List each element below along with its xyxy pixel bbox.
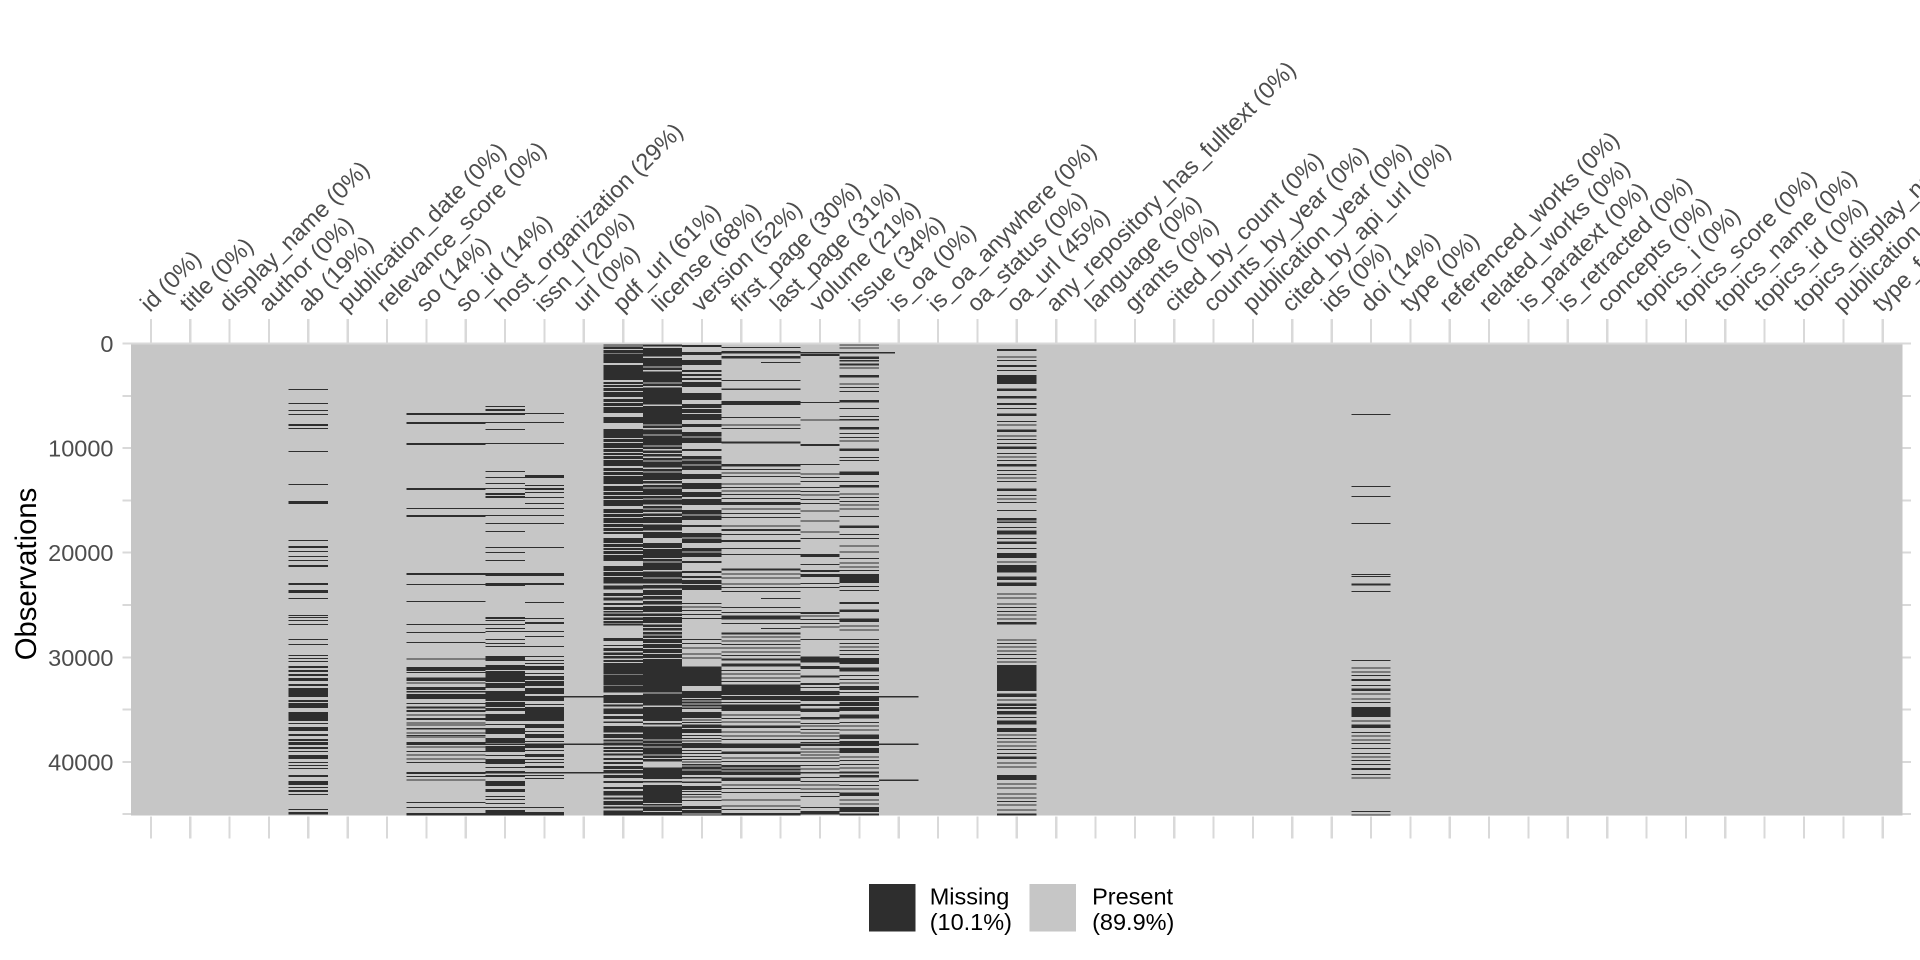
svg-text:20000: 20000 (48, 540, 113, 566)
svg-text:0: 0 (100, 331, 113, 357)
svg-text:Present: Present (1092, 884, 1173, 910)
svg-text:40000: 40000 (48, 749, 113, 775)
svg-text:30000: 30000 (48, 645, 113, 671)
svg-text:Missing: Missing (930, 884, 1010, 910)
svg-text:(10.1%): (10.1%) (930, 909, 1012, 935)
svg-text:Observations: Observations (10, 488, 43, 661)
svg-text:(89.9%): (89.9%) (1092, 909, 1174, 935)
svg-text:10000: 10000 (48, 436, 113, 462)
